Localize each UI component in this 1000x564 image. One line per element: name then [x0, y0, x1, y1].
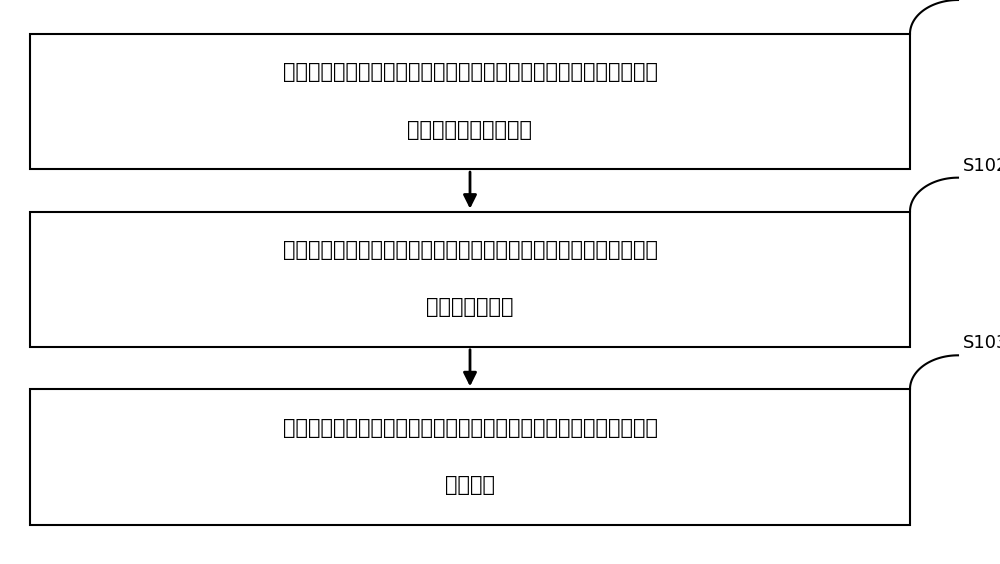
Text: S102: S102	[963, 157, 1000, 175]
Text: 获取样本物品，根据预先定义的物品级别分类标准，获取样本物品对: 获取样本物品，根据预先定义的物品级别分类标准，获取样本物品对	[283, 62, 658, 82]
Text: 获取目标物品，利用多级文本分类模型确定目标物品对应的多级目标: 获取目标物品，利用多级文本分类模型确定目标物品对应的多级目标	[283, 417, 658, 438]
Text: 分类标签: 分类标签	[445, 475, 495, 495]
Text: 对样本物品和样本物品对应的各级样本分类标签进行训练，以得到多: 对样本物品和样本物品对应的各级样本分类标签进行训练，以得到多	[283, 240, 658, 260]
FancyBboxPatch shape	[30, 212, 910, 347]
FancyBboxPatch shape	[30, 34, 910, 169]
Text: S103: S103	[963, 334, 1000, 352]
Text: 级文本分类模型: 级文本分类模型	[426, 297, 514, 318]
Text: 应的各级样本分类标签: 应的各级样本分类标签	[408, 120, 532, 140]
FancyBboxPatch shape	[30, 389, 910, 525]
